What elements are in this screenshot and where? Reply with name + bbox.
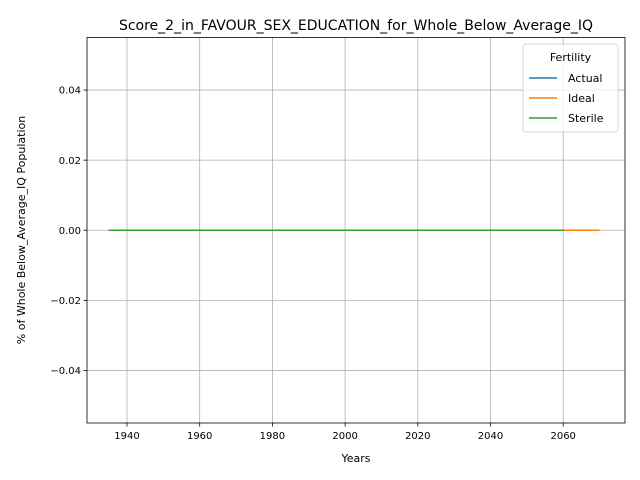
y-tick-label: −0.04 <box>50 366 81 377</box>
y-tick-label: 0.04 <box>59 86 81 97</box>
legend: Fertility Actual Ideal Sterile <box>523 44 618 132</box>
x-tick-label: 1960 <box>187 431 212 442</box>
x-tick-label: 2060 <box>550 431 575 442</box>
chart-title: Score_2_in_FAVOUR_SEX_EDUCATION_for_Whol… <box>119 18 593 34</box>
legend-label-ideal: Ideal <box>568 92 595 105</box>
x-tick-label: 2020 <box>405 431 430 442</box>
x-tick-label: 2000 <box>332 431 357 442</box>
legend-label-sterile: Sterile <box>568 112 604 125</box>
x-tick-label: 1980 <box>260 431 285 442</box>
x-tick-label: 1940 <box>114 431 139 442</box>
legend-title: Fertility <box>550 51 592 64</box>
x-axis-label: Years <box>340 452 370 465</box>
y-tick-label: −0.02 <box>50 296 81 307</box>
y-axis-label: % of Whole Below_Average_IQ Population <box>15 116 28 344</box>
y-tick-label: 0.02 <box>59 156 81 167</box>
legend-label-actual: Actual <box>568 72 602 85</box>
y-tick-label: 0.00 <box>59 226 81 237</box>
x-tick-label: 2040 <box>478 431 503 442</box>
